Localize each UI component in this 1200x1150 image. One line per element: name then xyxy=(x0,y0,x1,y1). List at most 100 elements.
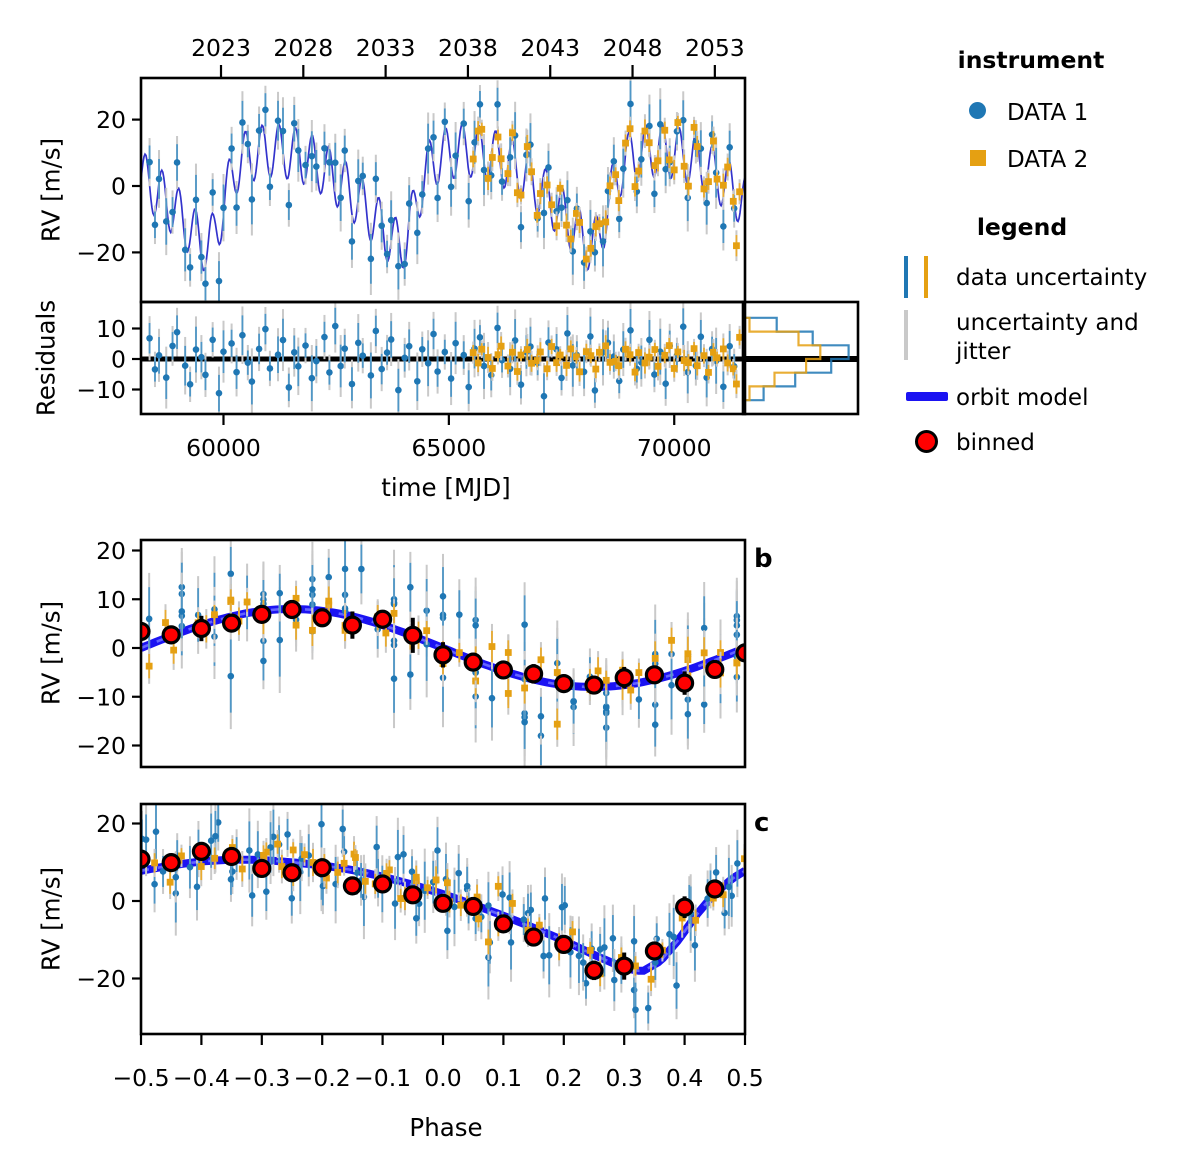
obs-point xyxy=(692,916,700,924)
obs-point xyxy=(325,597,333,605)
obs-point xyxy=(390,609,398,617)
obs-point xyxy=(652,959,659,966)
obs-point xyxy=(227,672,235,680)
obs-point xyxy=(700,624,708,632)
tick-label: −10 xyxy=(76,376,126,404)
obs-point xyxy=(155,175,163,183)
tick-label: 20 xyxy=(96,106,126,134)
obs-point xyxy=(704,895,711,902)
binned-point xyxy=(141,849,151,869)
obs-point xyxy=(610,157,618,165)
obs-point xyxy=(434,194,441,202)
phase-panel-b xyxy=(141,540,745,767)
legend-label-binned: binned xyxy=(956,430,1035,456)
obs-point xyxy=(290,348,298,356)
obs-point xyxy=(488,643,496,650)
obs-point xyxy=(452,339,459,347)
obs-point xyxy=(382,629,390,637)
tick-label: 10 xyxy=(96,586,126,614)
obs-point xyxy=(408,868,416,876)
obs-point xyxy=(255,345,263,353)
obs-point xyxy=(478,345,486,353)
panel-h-frame xyxy=(741,300,860,416)
obs-point xyxy=(564,196,571,204)
obs-point xyxy=(405,200,413,207)
obs-point xyxy=(507,939,515,946)
obs-point xyxy=(548,343,556,350)
obs-point xyxy=(215,277,223,285)
binned-point xyxy=(644,941,665,961)
binned-point xyxy=(222,846,242,867)
obs-point xyxy=(705,178,712,186)
obs-point xyxy=(276,589,284,597)
obs-point xyxy=(679,116,687,124)
obs-point xyxy=(309,626,316,634)
obs-point xyxy=(326,159,333,166)
obs-point xyxy=(372,175,380,183)
obs-point xyxy=(414,377,421,385)
obs-point xyxy=(685,182,692,190)
obs-point xyxy=(394,853,402,861)
obs-point xyxy=(662,380,669,388)
obs-point xyxy=(520,916,528,923)
obs-point xyxy=(517,381,525,388)
obs-point xyxy=(733,380,740,388)
obs-point xyxy=(238,865,246,873)
obs-point xyxy=(626,351,634,359)
obs-point xyxy=(630,937,638,945)
obs-point xyxy=(488,154,496,161)
obs-point xyxy=(537,656,545,664)
binned-point xyxy=(674,673,695,693)
obs-point xyxy=(736,333,743,341)
obs-point xyxy=(209,336,216,344)
obs-point xyxy=(220,348,227,355)
obs-point xyxy=(651,721,659,728)
obs-point xyxy=(494,351,502,359)
binned-point xyxy=(403,885,423,905)
obs-point xyxy=(284,831,291,838)
obs-point xyxy=(432,876,440,884)
obs-point xyxy=(323,874,330,882)
obs-point xyxy=(719,891,727,899)
timeseries-panel xyxy=(141,78,745,302)
xlabel-phase: Phase xyxy=(409,1113,483,1142)
tick-label: 0 xyxy=(111,888,126,916)
obs-point xyxy=(414,229,421,237)
obs-point xyxy=(567,235,575,243)
obs-point xyxy=(313,357,320,365)
tick-label: 0.4 xyxy=(666,1064,703,1092)
obs-point xyxy=(391,900,399,907)
tick-label: 2043 xyxy=(520,34,580,62)
obs-point xyxy=(339,825,347,833)
obs-point xyxy=(504,690,512,697)
tick-label: 0.5 xyxy=(726,1064,763,1092)
obs-point xyxy=(146,158,153,166)
binned-point xyxy=(222,613,242,633)
obs-point xyxy=(295,147,302,154)
obs-point xyxy=(720,223,727,230)
obs-point xyxy=(193,883,201,891)
obs-point xyxy=(668,636,675,644)
obs-point xyxy=(728,892,736,900)
obs-point xyxy=(631,183,639,190)
orbit-model-line-icon xyxy=(906,392,948,401)
obs-point xyxy=(274,351,282,359)
obs-point xyxy=(564,330,571,337)
residuals-panel xyxy=(141,302,745,414)
obs-point xyxy=(553,207,560,215)
obs-point xyxy=(289,846,297,854)
binned-point xyxy=(493,914,513,934)
obs-point xyxy=(720,383,727,391)
obs-point xyxy=(587,333,594,340)
orbit-model-dash xyxy=(141,607,745,689)
obs-point xyxy=(178,608,186,615)
obs-point xyxy=(586,946,594,954)
obs-point xyxy=(651,346,659,353)
obs-point xyxy=(596,220,603,228)
obs-point xyxy=(523,143,531,150)
binned-point xyxy=(161,625,181,645)
obs-point xyxy=(654,362,662,370)
binned-point xyxy=(433,893,453,913)
obs-point xyxy=(665,156,673,164)
obs-point xyxy=(169,342,176,350)
